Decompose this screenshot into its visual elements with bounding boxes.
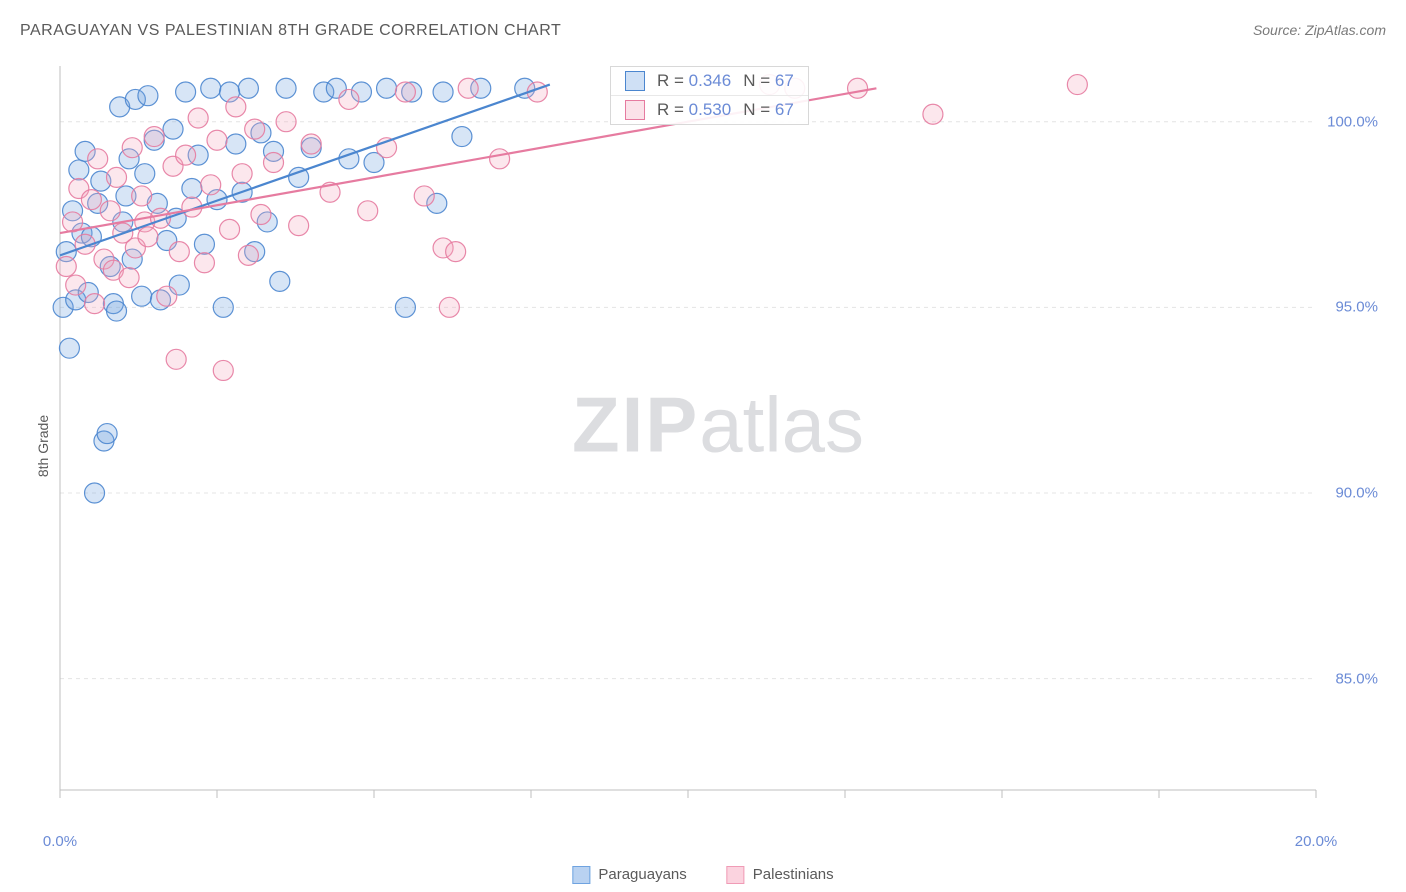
y-tick-label: 95.0% <box>1335 299 1378 316</box>
legend-swatch <box>727 866 745 884</box>
stat-n-label: N = 67 <box>743 100 794 120</box>
legend-swatch <box>572 866 590 884</box>
legend-row: R = 0.346 N = 67 <box>611 67 808 95</box>
legend-item: Palestinians <box>727 866 834 884</box>
stat-r-label: R = 0.346 <box>657 71 731 91</box>
scatter-chart <box>50 60 1386 820</box>
y-axis-label: 8th Grade <box>35 415 51 477</box>
chart-title: PARAGUAYAN VS PALESTINIAN 8TH GRADE CORR… <box>20 22 561 40</box>
stat-r-label: R = 0.530 <box>657 100 731 120</box>
legend-swatch <box>625 100 645 120</box>
plot-area: ZIPatlas R = 0.346N = 67R = 0.530N = 67 … <box>50 60 1386 820</box>
x-tick-label: 20.0% <box>1295 833 1338 850</box>
legend-swatch <box>625 71 645 91</box>
y-tick-label: 90.0% <box>1335 484 1378 501</box>
y-tick-label: 85.0% <box>1335 670 1378 687</box>
legend-item: Paraguayans <box>572 866 686 884</box>
legend-row: R = 0.530 N = 67 <box>611 95 808 124</box>
x-tick-label: 0.0% <box>43 833 77 850</box>
correlation-legend: R = 0.346 N = 67 R = 0.530 N = 67 <box>610 66 809 125</box>
series-legend: Paraguayans Palestinians <box>572 866 833 884</box>
y-tick-label: 100.0% <box>1327 113 1378 130</box>
source-label: Source: ZipAtlas.com <box>1253 22 1386 38</box>
stat-n-label: N = 67 <box>743 71 794 91</box>
